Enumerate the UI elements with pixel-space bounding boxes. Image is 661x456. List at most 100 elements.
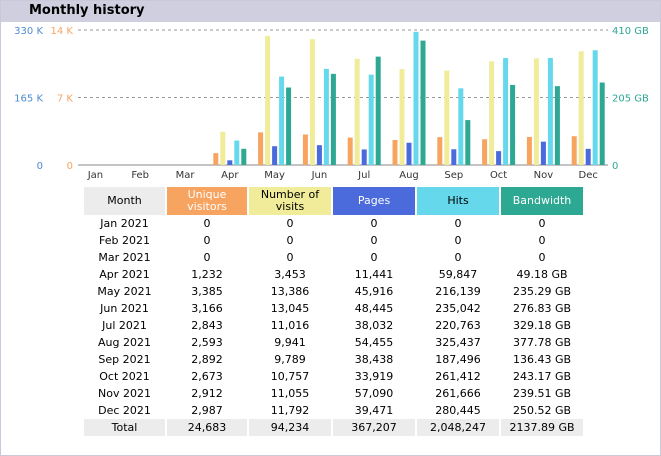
cell-visits: 0 [286, 217, 294, 230]
cell-month: Dec 2021 [98, 404, 151, 417]
bar-hits [547, 57, 553, 165]
cell-month: Feb 2021 [99, 234, 150, 247]
cell-visits: 3,453 [274, 268, 306, 281]
cell-month: Aug 2021 [98, 336, 151, 349]
x-tick-label: Jul [357, 170, 370, 181]
cell-bandwidth: 250.52 GB [512, 404, 572, 417]
cell-hits: 2,048,247 [417, 419, 499, 436]
bar-bandwidth [465, 120, 471, 165]
cell-pages: 38,032 [354, 319, 394, 332]
col-header-unique-visitors: Unique visitors [167, 187, 247, 215]
bar-hits [234, 140, 240, 165]
bar-pages [585, 148, 591, 165]
cell-pages: 0 [370, 251, 378, 264]
cell-bandwidth: 49.18 GB [516, 268, 568, 281]
table-row: Mar 2021 0 0 0 0 0 [84, 249, 583, 266]
cell-unique: 3,385 [191, 285, 223, 298]
bar-hits [323, 68, 329, 165]
cell-pages: 57,090 [354, 387, 394, 400]
cell-visits: 0 [286, 234, 294, 247]
table-row: Nov 2021 2,912 11,055 57,090 261,666 239.51 G… [84, 385, 583, 402]
table-total-row: Total 24,683 94,234 367,207 2,048,247 2137.89… [84, 419, 583, 436]
bar-visits [265, 35, 271, 165]
cell-unique: 2,593 [191, 336, 223, 349]
cell-unique: 2,987 [191, 404, 223, 417]
cell-bandwidth: 377.78 GB [512, 336, 572, 349]
cell-hits: 59,847 [438, 268, 478, 281]
cell-hits: 216,139 [435, 285, 481, 298]
cell-month: May 2021 [97, 285, 152, 298]
cell-visits: 13,386 [270, 285, 310, 298]
bar-visits [220, 131, 226, 165]
table-row: Aug 2021 2,593 9,941 54,455 325,437 377.78 GB [84, 334, 583, 351]
x-tick-label: Dec [579, 170, 598, 181]
table-row: Jan 2021 0 0 0 0 0 [84, 215, 583, 232]
bar-unique_visitors [437, 137, 443, 165]
bar-bandwidth [241, 148, 247, 165]
bar-unique_visitors [392, 139, 398, 165]
y-tick-visitors: 14 K [51, 26, 74, 37]
cell-hits: 187,496 [435, 353, 481, 366]
cell-month: Jan 2021 [100, 217, 149, 230]
y-tick-visitors: 0 [67, 161, 73, 172]
cell-visits: 9,789 [274, 353, 306, 366]
cell-unique: 1,232 [191, 268, 223, 281]
cell-bandwidth: 0 [538, 251, 546, 264]
x-tick-label: Jun [311, 170, 328, 181]
cell-pages: 0 [370, 217, 378, 230]
cell-bandwidth: 2137.89 GB [501, 419, 583, 436]
cell-hits: 0 [454, 217, 462, 230]
x-tick-label: Oct [490, 170, 507, 181]
cell-visits: 11,792 [270, 404, 310, 417]
bar-bandwidth [554, 86, 560, 165]
table-row: Dec 2021 2,987 11,792 39,471 280,445 250.52 G… [84, 402, 583, 419]
x-tick-label: Jan [87, 170, 103, 181]
x-tick-label: Aug [399, 170, 419, 181]
cell-hits: 220,763 [435, 319, 481, 332]
cell-visits: 11,016 [270, 319, 310, 332]
bar-bandwidth [375, 56, 381, 165]
cell-bandwidth: 243.17 GB [512, 370, 572, 383]
cell-month: Mar 2021 [98, 251, 151, 264]
x-tick-label: Mar [176, 170, 196, 181]
bar-pages [406, 142, 412, 165]
y-tick-hits: 0 [37, 161, 43, 172]
panel-title: Monthly history [29, 3, 145, 18]
table-row: Feb 2021 0 0 0 0 0 [84, 232, 583, 249]
cell-month: Jun 2021 [100, 302, 149, 315]
cell-pages: 48,445 [354, 302, 394, 315]
y-tick-bandwidth: 410 GB [612, 26, 649, 37]
table-body: Jan 2021 0 0 0 0 0 Feb 2021 0 0 0 0 0 Mar 2021 0 0 0 0 0 A… [84, 215, 583, 436]
bar-visits [533, 58, 539, 166]
cell-month: Nov 2021 [98, 387, 151, 400]
bar-pages [496, 151, 502, 165]
cell-pages: 0 [370, 234, 378, 247]
bar-bandwidth [420, 40, 426, 165]
cell-unique: 0 [203, 234, 211, 247]
cell-bandwidth: 329.18 GB [512, 319, 572, 332]
bar-unique_visitors [526, 136, 532, 165]
cell-month: Sep 2021 [98, 353, 151, 366]
bar-unique_visitors [482, 139, 488, 165]
cell-bandwidth: 0 [538, 234, 546, 247]
cell-unique: 2,912 [191, 387, 223, 400]
bar-hits [413, 31, 419, 165]
y-tick-bandwidth: 205 GB [612, 94, 649, 105]
cell-unique: 0 [203, 251, 211, 264]
bar-visits [578, 51, 584, 165]
cell-visits: 13,045 [270, 302, 310, 315]
col-header-number-of-visits: Number of visits [249, 187, 331, 215]
cell-pages: 11,441 [354, 268, 394, 281]
cell-pages: 39,471 [354, 404, 394, 417]
bar-pages [227, 160, 233, 165]
bar-visits [354, 58, 360, 165]
bar-unique_visitors [571, 136, 577, 165]
cell-bandwidth: 235.29 GB [512, 285, 572, 298]
bar-visits [444, 70, 450, 165]
cell-visits: 0 [286, 251, 294, 264]
cell-hits: 0 [454, 251, 462, 264]
cell-pages: 45,916 [354, 285, 394, 298]
table-row: Jun 2021 3,166 13,045 48,445 235,042 276.83 G… [84, 300, 583, 317]
bar-bandwidth [599, 82, 605, 165]
bar-visits [399, 69, 405, 165]
